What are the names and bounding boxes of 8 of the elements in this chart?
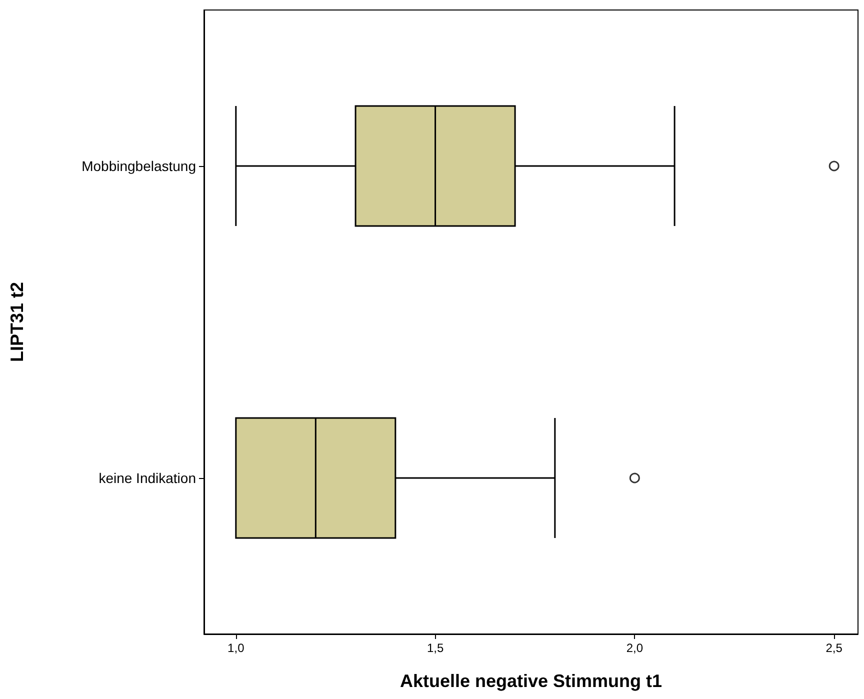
x-tick-label: 2,5 (826, 641, 843, 655)
y-axis-title: LIPT31 t2 (7, 282, 27, 362)
x-tick-label: 2,0 (626, 641, 644, 655)
x-axis-title: Aktuelle negative Stimmung t1 (400, 671, 662, 691)
x-tick-label: 1,0 (228, 641, 245, 655)
x-tick-label: 1,5 (426, 641, 444, 655)
y-tick-label: keine Indikation (98, 470, 196, 486)
y-tick-label: Mobbingbelastung (82, 158, 196, 174)
